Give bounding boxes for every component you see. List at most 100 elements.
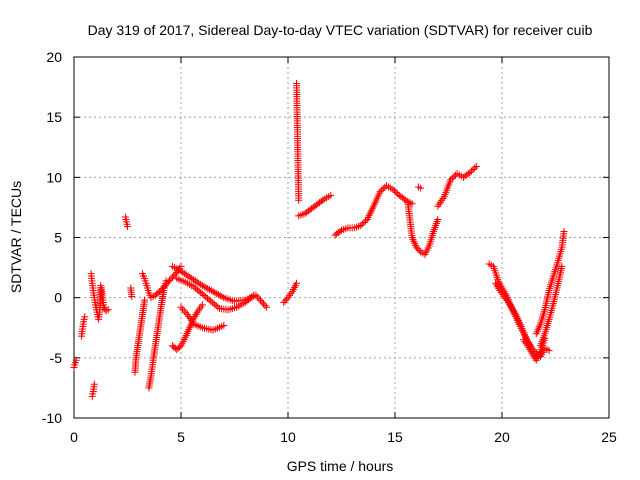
data-point (471, 164, 479, 172)
data-point (295, 196, 303, 204)
data-point (281, 297, 289, 305)
data-point (495, 285, 503, 293)
data-point (525, 344, 533, 352)
axis-ticks: 0 5 10 15 20 25 -10 -5 0 5 10 15 20 (42, 49, 617, 445)
data-point (209, 288, 217, 296)
data-point (492, 279, 500, 287)
data-point (100, 303, 108, 311)
data-point (200, 292, 208, 300)
data-point (412, 243, 420, 251)
x-tick-label: 15 (387, 429, 403, 445)
data-point (193, 309, 201, 317)
data-point (400, 195, 408, 203)
data-point (198, 290, 206, 298)
data-point (504, 298, 512, 306)
y-tick-label: 10 (46, 169, 62, 185)
x-axis-label: GPS time / hours (287, 458, 394, 474)
data-point (512, 311, 520, 319)
data-point (472, 163, 480, 171)
data-point (212, 302, 220, 310)
data-point (189, 276, 197, 284)
x-tick-label: 25 (601, 429, 617, 445)
data-point (245, 296, 253, 304)
data-point (124, 223, 131, 231)
data-point (179, 268, 187, 276)
grid-lines (74, 57, 609, 418)
data-point (258, 298, 266, 306)
data-point (560, 227, 568, 235)
data-point (191, 312, 199, 320)
data-point (190, 283, 198, 291)
data-point (241, 298, 249, 306)
data-point (408, 200, 416, 208)
data-point (508, 304, 516, 312)
data-point (319, 196, 327, 204)
data-point (510, 308, 518, 316)
y-tick-label: 5 (54, 230, 62, 246)
data-point (280, 298, 288, 306)
data-point (336, 227, 344, 235)
data-point (469, 166, 477, 174)
data-point (168, 273, 176, 281)
data-point (390, 187, 398, 195)
data-point (494, 283, 502, 291)
data-point (250, 291, 258, 299)
data-point (197, 280, 205, 288)
data-point (327, 191, 335, 199)
data-point (434, 215, 442, 223)
data-point (392, 188, 400, 196)
data-point (193, 278, 201, 286)
data-point (529, 351, 537, 359)
data-point (181, 270, 189, 278)
data-point (255, 295, 263, 303)
y-tick-label: 15 (46, 109, 62, 125)
data-point (378, 186, 386, 194)
data-point (260, 300, 268, 308)
data-point (192, 284, 200, 292)
data-point (448, 174, 456, 182)
data-point (90, 380, 98, 388)
data-point (195, 287, 203, 295)
data-point (218, 293, 226, 301)
data-point (263, 303, 271, 311)
data-point (128, 292, 136, 300)
data-point (182, 309, 190, 317)
data-point (507, 302, 515, 310)
data-point (527, 347, 535, 355)
data-point (558, 262, 566, 270)
data-point (216, 292, 224, 300)
data-point (209, 299, 217, 307)
data-point (192, 311, 200, 319)
data-point (184, 272, 192, 280)
data-point (545, 347, 553, 355)
y-tick-label: 20 (46, 49, 62, 65)
x-tick-label: 20 (494, 429, 510, 445)
data-point (414, 245, 422, 253)
data-point (197, 289, 205, 297)
data-points (70, 79, 568, 400)
data-point (202, 284, 210, 292)
data-point (180, 307, 188, 315)
data-point (509, 306, 517, 314)
data-point (101, 305, 109, 313)
data-point (256, 296, 264, 304)
data-point (447, 176, 455, 184)
data-point (526, 345, 534, 353)
data-point (511, 309, 519, 317)
data-point (177, 267, 185, 275)
data-point (195, 279, 203, 287)
data-point (211, 289, 219, 297)
data-point (415, 246, 423, 254)
data-point (417, 184, 425, 192)
x-tick-label: 0 (70, 429, 78, 445)
data-point (162, 277, 170, 285)
y-axis-label: SDTVAR / TECUs (8, 181, 24, 293)
data-point (204, 294, 212, 302)
data-point (376, 188, 384, 196)
data-point (360, 218, 368, 226)
data-point (206, 286, 214, 294)
data-point (207, 287, 215, 295)
data-point (186, 273, 194, 281)
data-point (379, 185, 387, 193)
